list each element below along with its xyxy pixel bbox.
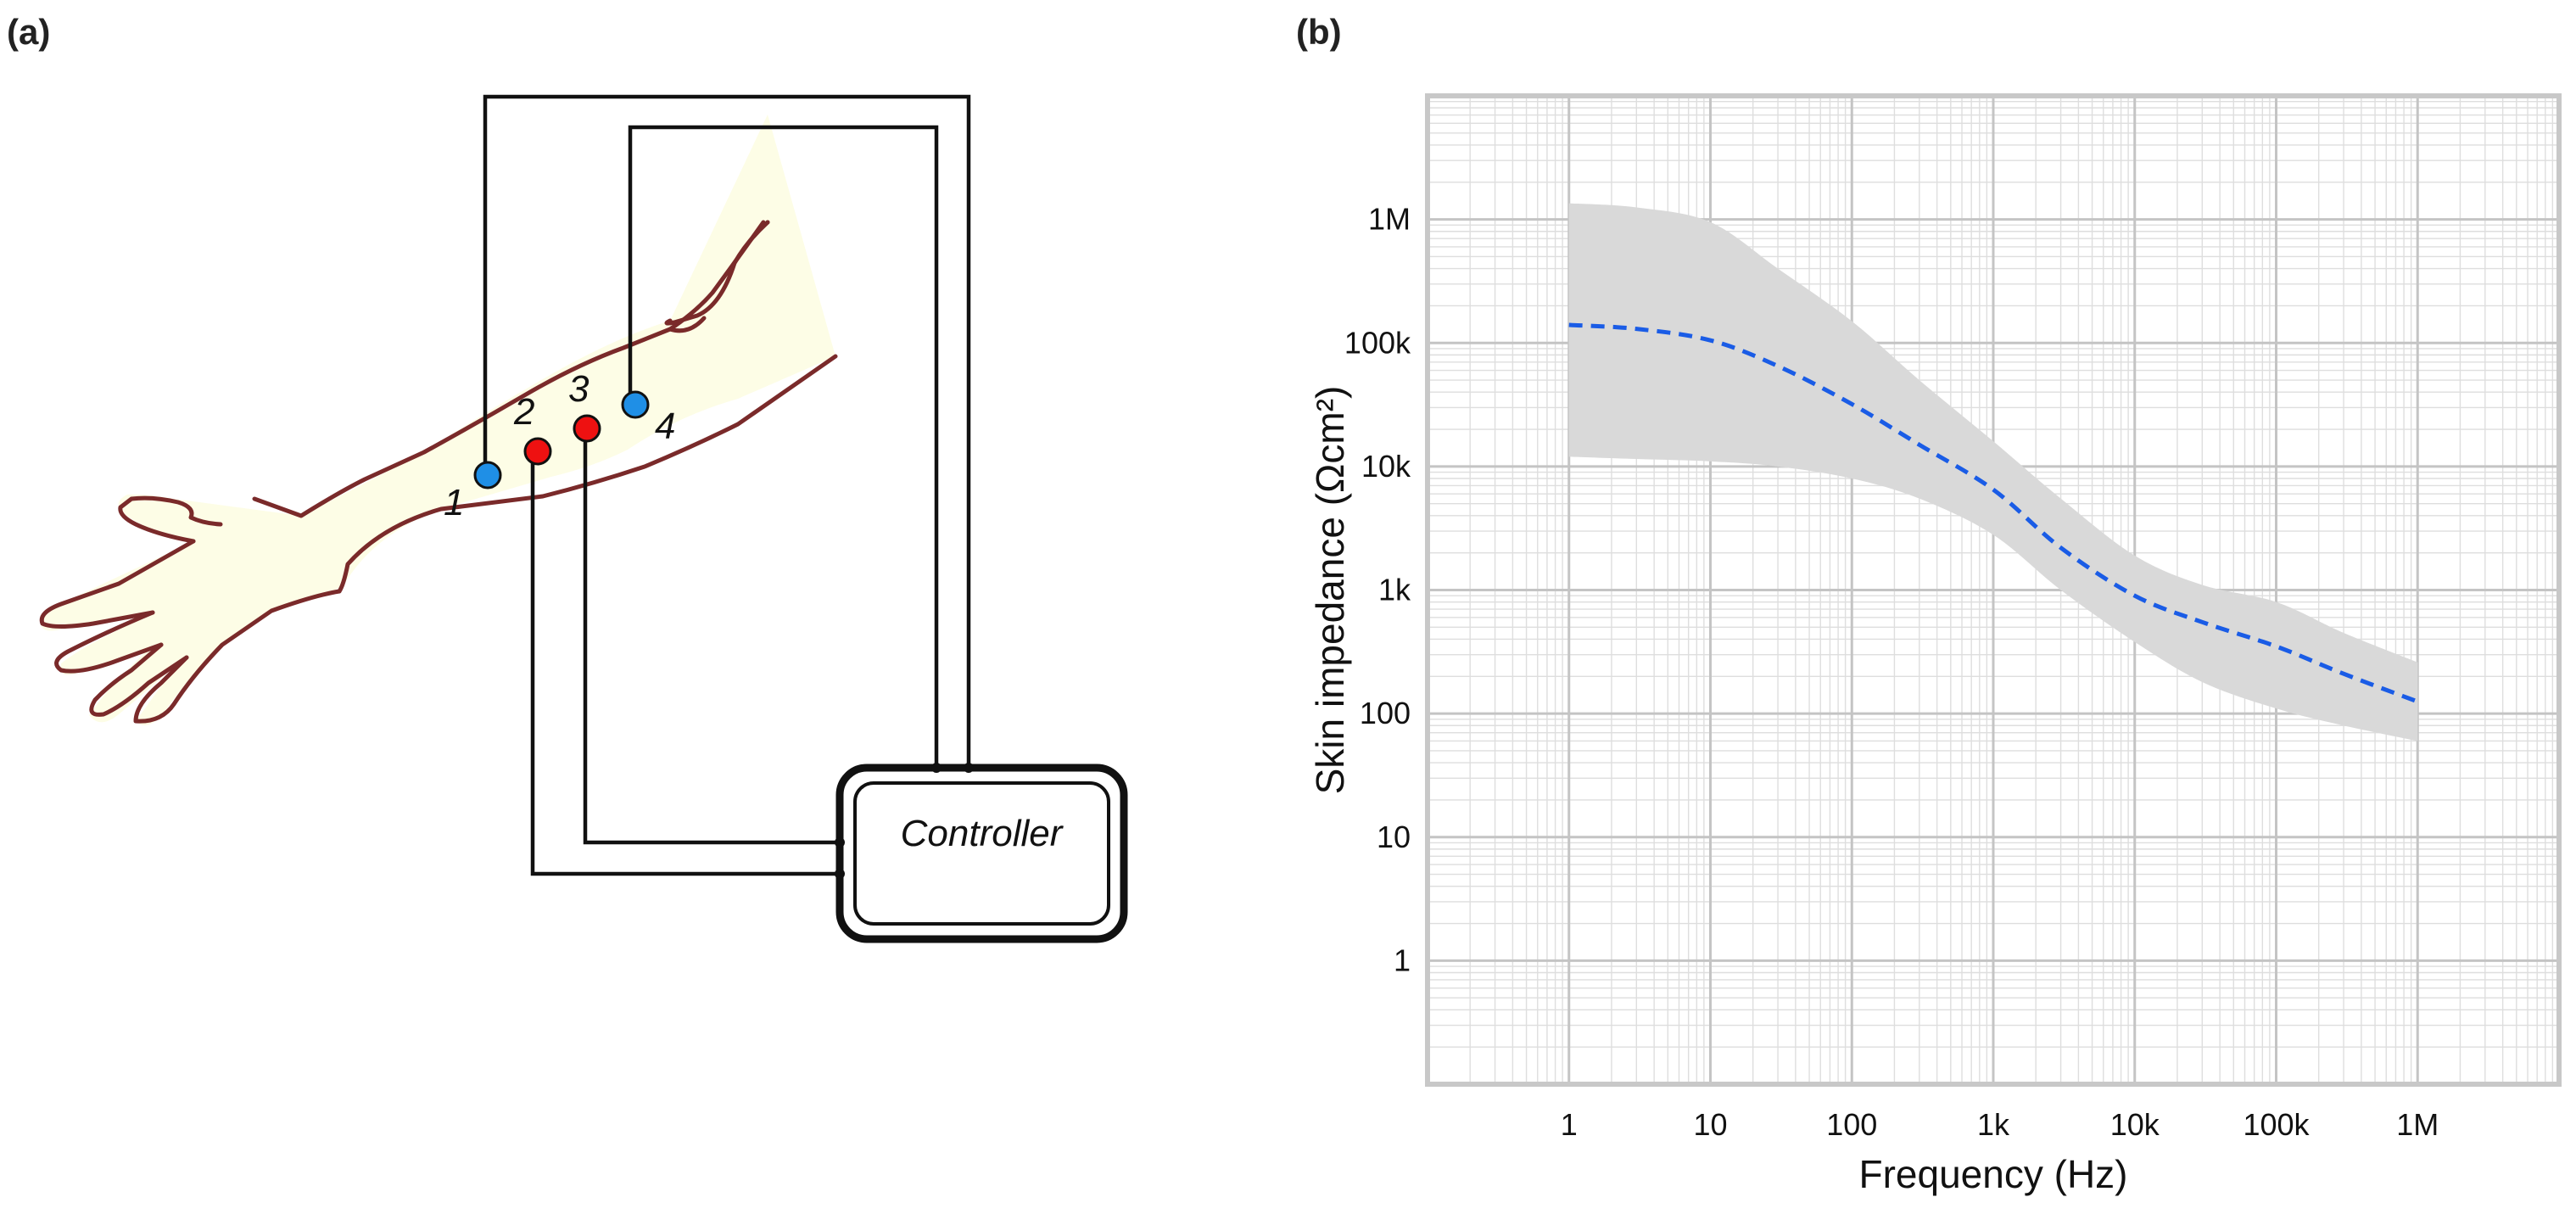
electrode-3-label: 3 xyxy=(568,368,590,410)
controller-port-3 xyxy=(835,837,845,848)
electrode-1 xyxy=(473,461,502,490)
x-tick-label: 1 xyxy=(1561,1107,1578,1142)
wire-electrode-1 xyxy=(483,94,971,768)
y-tick-label: 10 xyxy=(1377,820,1411,854)
electrode-2 xyxy=(523,437,552,466)
electrode-1-label: 1 xyxy=(444,482,464,523)
plot-frame xyxy=(1425,93,2562,1087)
arm-outline xyxy=(39,220,838,724)
panel-b-label: (b) xyxy=(1296,12,1342,52)
controller-box: Controller xyxy=(835,763,1128,943)
controller-port-4 xyxy=(931,763,942,773)
panel-a-label: (a) xyxy=(7,12,50,52)
y-tick-label: 1M xyxy=(1368,202,1411,237)
x-tick-label: 1M xyxy=(2396,1107,2439,1142)
x-tick-label: 10 xyxy=(1693,1107,1727,1142)
y-tick-label: 1k xyxy=(1378,573,1411,607)
y-tick-label: 100 xyxy=(1360,696,1411,730)
controller-inner-border xyxy=(853,781,1110,926)
x-axis-ticks: 1 10 100 1k 10k 100k 1M xyxy=(1561,1107,2439,1142)
y-tick-label: 1 xyxy=(1394,943,1411,977)
electrode-3 xyxy=(573,414,601,443)
arm-skin xyxy=(40,115,835,725)
y-axis-title: Skin impedance (Ωcm²) xyxy=(1308,386,1352,795)
y-tick-label: 10k xyxy=(1361,449,1411,484)
wire-electrode-4 xyxy=(628,125,939,768)
controller-label: Controller xyxy=(901,813,1064,854)
x-tick-label: 100k xyxy=(2243,1107,2310,1142)
electrode-4-label: 4 xyxy=(655,406,675,447)
panel-b-chart: (b) 1 10 100 1k 10k 100k 1M 1101001k10k100k1M … xyxy=(1296,12,2562,1196)
x-tick-label: 1k xyxy=(1977,1107,2010,1142)
impedance-range-band xyxy=(1568,203,2418,741)
y-tick-label: 100k xyxy=(1344,325,1411,360)
wire-electrode-2 xyxy=(530,450,840,876)
arm-illustration xyxy=(39,115,838,725)
electrodes: 1 2 3 4 xyxy=(444,368,675,523)
wiring xyxy=(483,94,971,876)
panel-a-diagram: (a) xyxy=(7,12,1128,943)
x-tick-label: 10k xyxy=(2110,1107,2160,1142)
median-impedance-line xyxy=(1568,322,2419,704)
electrode-4 xyxy=(621,390,650,419)
controller-port-1 xyxy=(964,763,974,773)
y-axis-ticks: 1 10 100 1k 10k 100k 1M xyxy=(1344,202,1411,978)
electrode-2-label: 2 xyxy=(513,391,534,433)
controller-port-2 xyxy=(835,869,845,879)
wire-electrode-3 xyxy=(583,427,840,845)
x-tick-label: 100 xyxy=(1826,1107,1877,1142)
x-axis-title: Frequency (Hz) xyxy=(1859,1152,2128,1196)
